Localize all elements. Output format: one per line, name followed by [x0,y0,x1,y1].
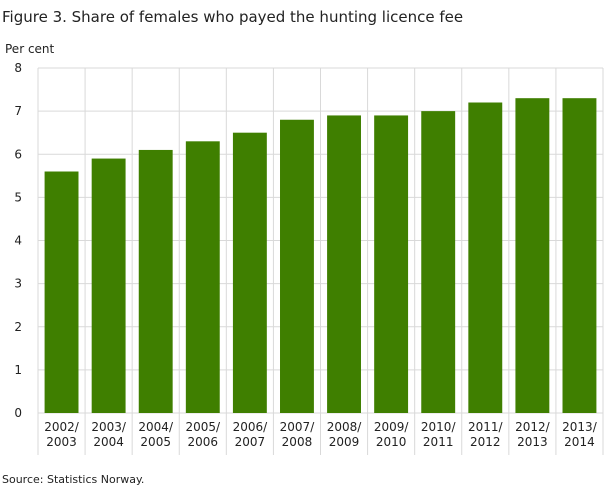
x-tick-label: 2012/2013 [515,420,551,449]
x-tick-label: 2013/2014 [562,420,598,449]
bar [468,102,503,413]
bar [138,149,173,413]
x-tick-label: 2004/2005 [138,420,174,449]
y-tick-label: 4 [14,234,22,248]
x-tick-label: 2011/2012 [468,420,504,449]
x-tick-label: 2003/2004 [91,420,127,449]
y-tick-label: 3 [14,277,22,291]
bar [421,111,456,413]
bar [232,132,267,413]
bar [280,119,314,413]
bar [374,115,409,413]
bar [185,141,220,413]
bar [44,171,79,413]
y-tick-label: 0 [14,406,22,420]
bar [515,98,550,413]
x-tick-label: 2006/2007 [233,420,269,449]
x-tick-label: 2009/2010 [374,420,410,449]
x-tick-label: 2007/2008 [280,420,316,449]
y-axis-label: Per cent [5,42,55,56]
y-tick-label: 8 [14,61,22,75]
y-tick-label: 6 [14,147,22,161]
bar [562,98,597,413]
y-tick-label: 1 [14,363,22,377]
bar [91,158,126,413]
x-tick-label: 2008/2009 [327,420,363,449]
x-tick-label: 2010/2011 [421,420,457,449]
chart-title: Figure 3. Share of females who payed the… [2,8,463,26]
y-tick-label: 2 [14,320,22,334]
y-tick-label: 5 [14,190,22,204]
bar [327,115,361,413]
x-tick-label: 2005/2006 [185,420,221,449]
x-tick-label: 2002/2003 [44,420,80,449]
y-tick-label: 7 [14,104,22,118]
source: Source: Statistics Norway. [2,473,144,486]
